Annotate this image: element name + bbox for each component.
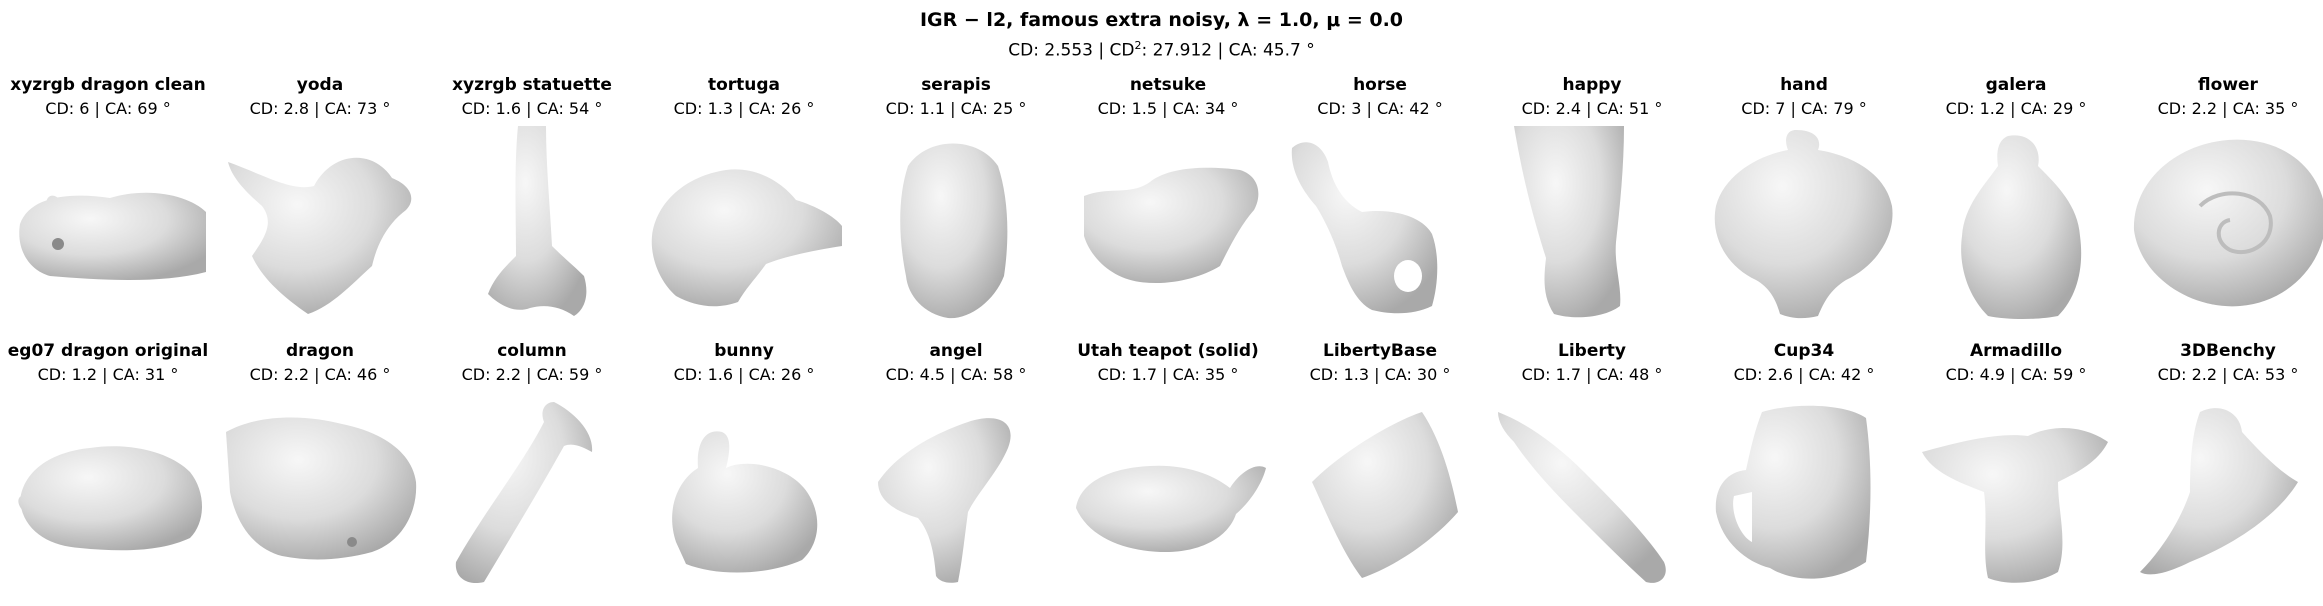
shape-panel: Liberty CD: 1.7 | CA: 48 °	[1488, 340, 1696, 606]
shape-name: flower	[2198, 75, 2258, 95]
shape-metrics: CD: 2.8 | CA: 73 °	[249, 99, 391, 118]
shape-panel: eg07 dragon original CD: 1.2 | CA: 31 °	[4, 340, 212, 606]
summary-cd2-superscript: 2	[1134, 39, 1142, 52]
shape-render-netsuke	[1070, 126, 1266, 322]
shape-name: horse	[1353, 75, 1407, 95]
shape-metrics: CD: 4.9 | CA: 59 °	[1945, 365, 2087, 384]
shape-metrics: CD: 2.4 | CA: 51 °	[1521, 99, 1663, 118]
shape-metrics: CD: 2.2 | CA: 53 °	[2157, 365, 2299, 384]
shape-name: eg07 dragon original	[7, 341, 209, 361]
shape-row-1: xyzrgb dragon clean CD: 6 | CA: 69 ° yod…	[4, 74, 2323, 340]
shape-metrics: CD: 1.6 | CA: 54 °	[461, 99, 603, 118]
shape-metrics: CD: 1.1 | CA: 25 °	[885, 99, 1027, 118]
shape-name: Liberty	[1558, 341, 1626, 361]
shape-name: xyzrgb statuette	[452, 75, 612, 95]
shape-panel: serapis CD: 1.1 | CA: 25 °	[852, 74, 1060, 340]
shape-render-flower	[2130, 126, 2323, 322]
shape-name: galera	[1985, 75, 2047, 95]
shape-panel: yoda CD: 2.8 | CA: 73 °	[216, 74, 424, 340]
shape-render-dragon	[222, 392, 418, 588]
shape-name: LibertyBase	[1322, 341, 1438, 361]
shape-metrics: CD: 1.3 | CA: 30 °	[1309, 365, 1451, 384]
shape-metrics: CD: 3 | CA: 42 °	[1317, 99, 1443, 118]
shape-render-eg07-dragon-original	[10, 392, 206, 588]
shape-row-2: eg07 dragon original CD: 1.2 | CA: 31 ° …	[4, 340, 2323, 606]
shape-panel: xyzrgb dragon clean CD: 6 | CA: 69 °	[4, 74, 212, 340]
shape-name: xyzrgb dragon clean	[10, 75, 206, 95]
shape-render-cup34	[1706, 392, 1902, 588]
shape-name: Armadillo	[1969, 341, 2063, 361]
shape-render-libertybase	[1282, 392, 1478, 588]
shape-render-liberty	[1494, 392, 1690, 588]
shape-name: angel	[929, 341, 983, 361]
figure-summary: CD: 2.553 | CD2: 27.912 | CA: 45.7 °	[0, 34, 2323, 63]
figure-title: IGR − l2, famous extra noisy, λ = 1.0, μ…	[919, 9, 1404, 31]
shape-panel: galera CD: 1.2 | CA: 29 °	[1912, 74, 2120, 340]
shape-render-happy	[1494, 126, 1690, 322]
shape-render-column	[434, 392, 630, 588]
shape-name: bunny	[714, 341, 774, 361]
shape-metrics: CD: 1.2 | CA: 29 °	[1945, 99, 2087, 118]
shape-render-angel	[858, 392, 1054, 588]
shape-panel: dragon CD: 2.2 | CA: 46 °	[216, 340, 424, 606]
shape-panel: hand CD: 7 | CA: 79 °	[1700, 74, 1908, 340]
shape-name: happy	[1562, 75, 1622, 95]
shape-name: hand	[1780, 75, 1828, 95]
shape-grid: xyzrgb dragon clean CD: 6 | CA: 69 ° yod…	[4, 74, 2323, 606]
shape-render-hand	[1706, 126, 1902, 322]
shape-render-bunny	[646, 392, 842, 588]
shape-name: dragon	[286, 341, 354, 361]
shape-metrics: CD: 7 | CA: 79 °	[1741, 99, 1867, 118]
shape-metrics: CD: 1.6 | CA: 26 °	[673, 365, 815, 384]
shape-render-armadillo	[1918, 392, 2114, 588]
shape-panel: angel CD: 4.5 | CA: 58 °	[852, 340, 1060, 606]
shape-name: 3DBenchy	[2180, 341, 2276, 361]
shape-name: yoda	[296, 75, 344, 95]
shape-panel: Armadillo CD: 4.9 | CA: 59 °	[1912, 340, 2120, 606]
summary-cd: CD: 2.553 | CD	[1008, 40, 1135, 61]
shape-render-yoda	[222, 126, 418, 322]
shape-name: serapis	[921, 75, 991, 95]
shape-panel: xyzrgb statuette CD: 1.6 | CA: 54 °	[428, 74, 636, 340]
shape-metrics: CD: 4.5 | CA: 58 °	[885, 365, 1027, 384]
shape-metrics: CD: 1.2 | CA: 31 °	[37, 365, 179, 384]
summary-cd2-ca: : 27.912 | CA: 45.7 °	[1141, 40, 1315, 61]
shape-render-utah-teapot	[1070, 392, 1266, 588]
shape-metrics: CD: 1.5 | CA: 34 °	[1097, 99, 1239, 118]
shape-metrics: CD: 6 | CA: 69 °	[45, 99, 171, 118]
shape-name: Cup34	[1773, 341, 1835, 361]
shape-render-horse	[1282, 126, 1478, 322]
shape-metrics: CD: 2.2 | CA: 35 °	[2157, 99, 2299, 118]
shape-name: column	[497, 341, 567, 361]
shape-metrics: CD: 1.7 | CA: 35 °	[1097, 365, 1239, 384]
shape-metrics: CD: 2.6 | CA: 42 °	[1733, 365, 1875, 384]
shape-panel: horse CD: 3 | CA: 42 °	[1276, 74, 1484, 340]
shape-panel: LibertyBase CD: 1.3 | CA: 30 °	[1276, 340, 1484, 606]
shape-render-tortuga	[646, 126, 842, 322]
shape-render-xyzrgb-dragon-clean	[10, 126, 206, 322]
shape-render-serapis	[858, 126, 1054, 322]
shape-panel: flower CD: 2.2 | CA: 35 °	[2124, 74, 2323, 340]
shape-name: Utah teapot (solid)	[1077, 341, 1259, 361]
shape-panel: happy CD: 2.4 | CA: 51 °	[1488, 74, 1696, 340]
shape-panel: column CD: 2.2 | CA: 59 °	[428, 340, 636, 606]
shape-name: tortuga	[707, 75, 781, 95]
shape-metrics: CD: 2.2 | CA: 59 °	[461, 365, 603, 384]
shape-metrics: CD: 1.3 | CA: 26 °	[673, 99, 815, 118]
shape-panel: Utah teapot (solid) CD: 1.7 | CA: 35 °	[1064, 340, 1272, 606]
shape-metrics: CD: 1.7 | CA: 48 °	[1521, 365, 1663, 384]
shape-render-3dbenchy	[2130, 392, 2323, 588]
shape-panel: netsuke CD: 1.5 | CA: 34 °	[1064, 74, 1272, 340]
shape-panel: bunny CD: 1.6 | CA: 26 °	[640, 340, 848, 606]
shape-render-galera	[1918, 126, 2114, 322]
shape-name: netsuke	[1129, 75, 1207, 95]
shape-render-xyzrgb-statuette	[434, 126, 630, 322]
shape-panel: tortuga CD: 1.3 | CA: 26 °	[640, 74, 848, 340]
shape-panel: 3DBenchy CD: 2.2 | CA: 53 °	[2124, 340, 2323, 606]
figure-header: IGR − l2, famous extra noisy, λ = 1.0, μ…	[0, 8, 2323, 63]
shape-metrics: CD: 2.2 | CA: 46 °	[249, 365, 391, 384]
shape-panel: Cup34 CD: 2.6 | CA: 42 °	[1700, 340, 1908, 606]
